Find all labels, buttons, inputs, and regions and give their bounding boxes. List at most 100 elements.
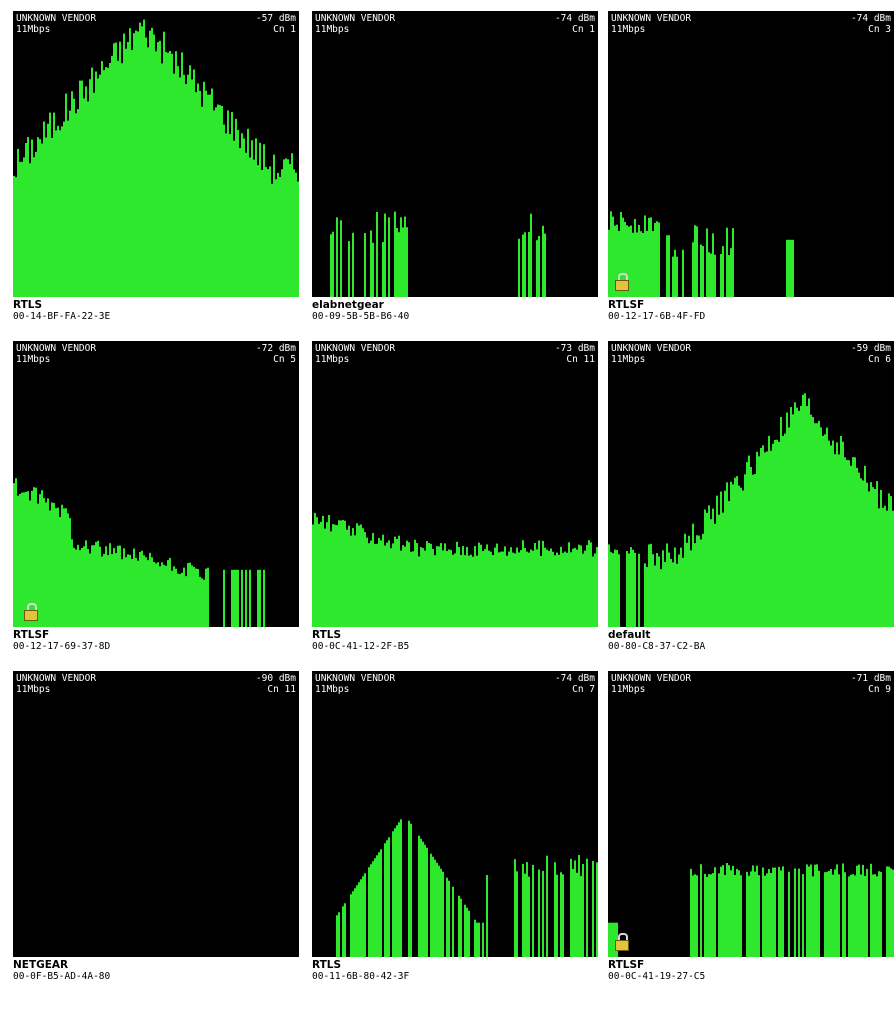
signal-bar xyxy=(740,487,742,627)
signal-bar xyxy=(726,227,728,297)
signal-bar xyxy=(217,104,219,297)
signal-bar xyxy=(382,242,384,297)
signal-bar xyxy=(344,903,346,957)
signal-bar xyxy=(718,514,720,627)
signal-bar xyxy=(17,495,19,627)
signal-bar xyxy=(772,867,774,957)
signal-bar xyxy=(346,529,348,627)
signal-bar xyxy=(632,549,634,627)
signal-bar xyxy=(277,172,279,297)
signal-bar xyxy=(191,79,193,297)
signal-bar xyxy=(101,61,103,297)
signal-bar xyxy=(165,52,167,297)
signal-bar xyxy=(862,480,864,627)
signal-bar xyxy=(648,217,650,297)
signal-bar xyxy=(784,433,786,627)
signal-history-panel: UNKNOWN VENDOR 11Mbps -57 dBm Cn 1 xyxy=(13,11,299,297)
signal-bar xyxy=(320,521,322,627)
signal-bar xyxy=(235,569,237,627)
signal-bar xyxy=(490,551,492,627)
signal-bar xyxy=(390,548,392,627)
signal-bar xyxy=(49,510,51,627)
signal-bar xyxy=(722,865,724,957)
signal-strength: -74 dBm xyxy=(554,13,595,24)
signal-bar xyxy=(37,137,39,297)
signal-bar xyxy=(23,157,25,297)
signal-bar xyxy=(374,543,376,627)
signal-bar xyxy=(830,869,832,957)
signal-bar xyxy=(149,552,151,627)
signal-bar xyxy=(73,98,75,297)
signal-bar xyxy=(145,37,147,297)
signal-bar xyxy=(95,542,97,627)
signal-bar xyxy=(179,77,181,297)
signal-bar xyxy=(556,552,558,627)
signal-bar xyxy=(792,239,794,297)
signal-bar xyxy=(528,876,530,957)
signal-bar xyxy=(368,543,370,627)
signal-bar xyxy=(502,551,504,627)
signal-strength: -59 dBm xyxy=(850,343,891,354)
signal-bar xyxy=(708,874,710,957)
signal-bar xyxy=(508,551,510,627)
channel-label: Cn 5 xyxy=(273,354,296,365)
signal-bar xyxy=(708,505,710,627)
signal-bar xyxy=(424,844,426,957)
signal-bar xyxy=(830,445,832,627)
signal-bar xyxy=(658,222,660,297)
signal-bar xyxy=(618,230,620,297)
signal-bar xyxy=(754,871,756,957)
signal-bar xyxy=(674,547,676,627)
ssid-label: NETGEAR xyxy=(13,959,69,971)
signal-bar xyxy=(137,31,139,297)
signal-bar xyxy=(722,512,724,627)
signal-bar xyxy=(522,863,524,957)
signal-bar xyxy=(23,492,25,627)
signal-bar xyxy=(464,555,466,627)
signal-bar xyxy=(39,494,41,627)
signal-bar xyxy=(800,405,802,627)
signal-history-panel: UNKNOWN VENDOR 11Mbps -72 dBm Cn 5 xyxy=(13,341,299,627)
signal-bar xyxy=(139,22,141,297)
signal-bar xyxy=(696,226,698,297)
signal-bar xyxy=(528,552,530,627)
signal-bar xyxy=(370,540,372,627)
signal-bar xyxy=(470,554,472,627)
signal-bar xyxy=(638,553,640,627)
signal-bar xyxy=(694,874,696,957)
signal-bar xyxy=(41,490,43,627)
rate-label: 11Mbps xyxy=(16,354,51,365)
signal-bar xyxy=(466,546,468,627)
signal-bar xyxy=(814,423,816,627)
signal-bar xyxy=(626,551,628,627)
signal-bar xyxy=(758,875,760,957)
signal-bar xyxy=(181,572,183,627)
signal-bar xyxy=(768,869,770,957)
signal-bar xyxy=(97,540,99,627)
signal-bar xyxy=(880,489,882,627)
signal-bar xyxy=(522,540,524,627)
signal-bar xyxy=(388,837,390,957)
signal-bar xyxy=(628,553,630,627)
signal-bar xyxy=(772,443,774,627)
signal-bar xyxy=(287,159,289,297)
signal-bar xyxy=(430,543,432,627)
signal-bar xyxy=(566,552,568,627)
signal-bars xyxy=(13,19,299,297)
vendor-label: UNKNOWN VENDOR xyxy=(16,673,97,684)
signal-history-panel: UNKNOWN VENDOR 11Mbps -73 dBm Cn 11 xyxy=(312,341,598,627)
signal-bar xyxy=(213,110,215,297)
signal-bar xyxy=(534,543,536,627)
signal-bar xyxy=(119,41,121,297)
signal-bar xyxy=(858,472,860,627)
signal-bar xyxy=(330,234,332,297)
signal-bar xyxy=(175,568,177,627)
signal-bar xyxy=(778,866,780,957)
signal-bar xyxy=(187,563,189,627)
signal-bar xyxy=(752,474,754,627)
signal-bar xyxy=(610,211,612,297)
signal-bar xyxy=(634,219,636,297)
signal-bar xyxy=(109,543,111,627)
signal-bar xyxy=(322,515,324,627)
signal-bar xyxy=(155,51,157,297)
